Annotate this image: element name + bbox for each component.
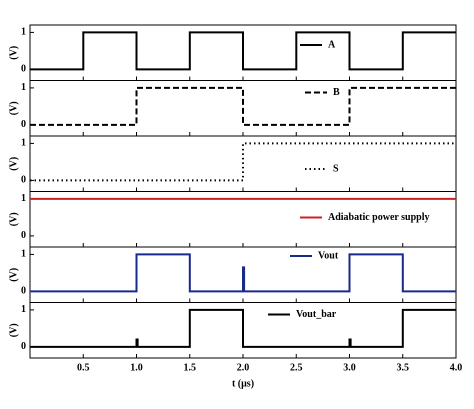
y-tick-label: 1 xyxy=(21,304,26,315)
x-axis-label: t (μs) xyxy=(232,378,254,389)
x-tick-label: 2.5 xyxy=(290,362,303,373)
y-tick-label: 0 xyxy=(21,341,26,352)
y-tick-label: 0 xyxy=(21,119,26,130)
legend-label: Adiabatic power supply xyxy=(328,212,430,223)
y-axis-label: (V) xyxy=(8,323,19,337)
x-tick-label: 1.5 xyxy=(184,362,197,373)
signal-line xyxy=(30,86,456,126)
y-tick-label: 1 xyxy=(21,138,26,149)
x-tick-label: 2.0 xyxy=(237,362,250,373)
x-tick-label: 0.5 xyxy=(77,362,90,373)
y-tick-label: 0 xyxy=(21,64,26,75)
y-axis-label: (V) xyxy=(8,157,19,171)
signal-line xyxy=(30,31,456,71)
x-tick-label: 4.0 xyxy=(450,362,463,373)
x-tick-label: 1.0 xyxy=(130,362,143,373)
legend-label: S xyxy=(333,163,339,174)
y-tick-label: 1 xyxy=(21,193,26,204)
y-tick-label: 1 xyxy=(21,27,26,38)
y-axis-label: (V) xyxy=(8,268,19,282)
y-axis-label: (V) xyxy=(8,212,19,226)
x-tick-label: 3.5 xyxy=(397,362,410,373)
legend-label: A xyxy=(328,39,336,50)
y-tick-label: 0 xyxy=(21,286,26,297)
signal-line xyxy=(30,142,456,182)
y-axis-label: (V) xyxy=(8,46,19,60)
y-tick-label: 0 xyxy=(21,230,26,241)
y-tick-label: 1 xyxy=(21,82,26,93)
y-tick-label: 1 xyxy=(21,249,26,260)
x-tick-label: 3.0 xyxy=(343,362,356,373)
y-axis-label: (V) xyxy=(8,101,19,115)
legend-label: Vout_bar xyxy=(296,309,337,320)
legend-label: B xyxy=(333,87,340,98)
legend-label: Vout xyxy=(318,250,339,261)
signal-line xyxy=(30,253,456,293)
y-tick-label: 0 xyxy=(21,175,26,186)
signal-line xyxy=(30,308,456,348)
